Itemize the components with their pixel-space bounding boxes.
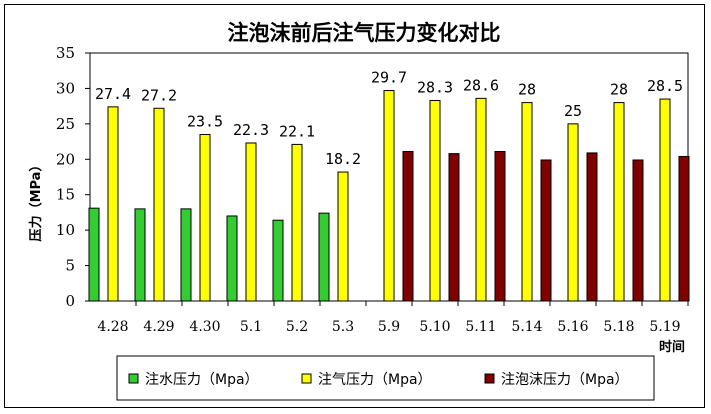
x-tick-label: 5.1 xyxy=(240,319,262,335)
bar-series-0 xyxy=(180,208,192,302)
legend-box xyxy=(116,355,655,401)
legend-label-0: 注水压力（Mpa） xyxy=(145,372,259,388)
x-tick-label: 5.10 xyxy=(419,319,450,335)
data-label: 27.4 xyxy=(95,85,131,103)
bar-series-1 xyxy=(475,97,487,302)
data-label: 23.5 xyxy=(187,112,223,130)
x-tick-label: 4.28 xyxy=(97,319,128,335)
bar-series-0 xyxy=(272,219,284,302)
data-label: 22.3 xyxy=(233,121,269,139)
bar-series-1 xyxy=(567,123,579,302)
data-label: 28.5 xyxy=(647,77,683,95)
bar-series-1 xyxy=(337,171,349,302)
x-tick-label: 5.3 xyxy=(332,319,354,335)
y-tick-label: 5 xyxy=(65,257,75,275)
y-tick-label: 0 xyxy=(65,292,75,310)
data-label: 28 xyxy=(518,81,536,99)
x-tick-label: 4.30 xyxy=(189,319,220,335)
data-label: 29.7 xyxy=(371,69,407,87)
x-axis-label: 时间 xyxy=(659,339,685,355)
bar-series-1 xyxy=(245,142,257,302)
plot-area: 0 5 10 15 20 25 30 35 4.28 4.29 4.30 5.1 5.2 5.3 5.9 5.… xyxy=(56,44,690,335)
bar-series-2 xyxy=(586,152,598,302)
y-axis-label: 压力（MPa） xyxy=(28,159,44,242)
legend-swatch-0 xyxy=(128,373,139,384)
x-tick-label: 5.2 xyxy=(286,319,308,335)
bar-series-0 xyxy=(226,215,238,302)
y-tick-label: 25 xyxy=(56,115,75,133)
bar-series-2 xyxy=(494,150,506,302)
legend-label-1: 注气压力（Mpa） xyxy=(318,372,432,388)
legend-swatch-1 xyxy=(301,373,312,384)
data-label: 28.3 xyxy=(417,78,453,96)
legend-label-2: 注泡沫压力（Mpa） xyxy=(501,372,629,388)
bar-series-2 xyxy=(678,155,690,302)
bar-series-1 xyxy=(659,98,671,302)
bar-series-1 xyxy=(107,106,119,302)
x-tick-label: 5.18 xyxy=(603,319,634,335)
bar-series-2 xyxy=(540,159,552,302)
x-tick-label: 5.19 xyxy=(649,319,680,335)
data-label: 22.1 xyxy=(279,122,315,140)
data-label: 28.6 xyxy=(463,76,499,94)
bar-series-1 xyxy=(521,102,533,302)
x-tick-label: 4.29 xyxy=(143,319,174,335)
bar-series-1 xyxy=(153,107,165,302)
bar-series-1 xyxy=(429,99,441,302)
bar-series-1 xyxy=(291,143,303,302)
bar-series-0 xyxy=(134,208,146,302)
data-label: 27.2 xyxy=(141,86,177,104)
y-tick-label: 10 xyxy=(56,221,75,239)
y-tick-label: 35 xyxy=(56,44,75,62)
y-tick-label: 30 xyxy=(56,79,75,97)
x-tick-label: 5.9 xyxy=(378,319,400,335)
legend-swatch-2 xyxy=(484,373,495,384)
bar-series-1 xyxy=(383,90,395,302)
data-label: 18.2 xyxy=(325,150,361,168)
bar-series-0 xyxy=(88,207,100,302)
y-tick-label: 15 xyxy=(56,186,75,204)
bar-series-1 xyxy=(199,133,211,302)
data-label: 25 xyxy=(564,102,582,120)
bar-series-0 xyxy=(318,212,330,302)
legend: 注水压力（Mpa） 注气压力（Mpa） 注泡沫压力（Mpa） xyxy=(116,355,655,401)
x-tick-label: 5.16 xyxy=(557,319,588,335)
x-tick-label: 5.14 xyxy=(511,319,542,335)
bar-series-2 xyxy=(448,153,460,302)
x-tick-label: 5.11 xyxy=(465,319,496,335)
chart-title: 注泡沫前后注气压力变化对比 xyxy=(228,21,501,45)
bar-series-2 xyxy=(632,159,644,302)
bar-series-1 xyxy=(613,102,625,302)
y-tick-label: 20 xyxy=(56,150,75,168)
data-label: 28 xyxy=(610,81,628,99)
bar-series-2 xyxy=(402,150,414,302)
